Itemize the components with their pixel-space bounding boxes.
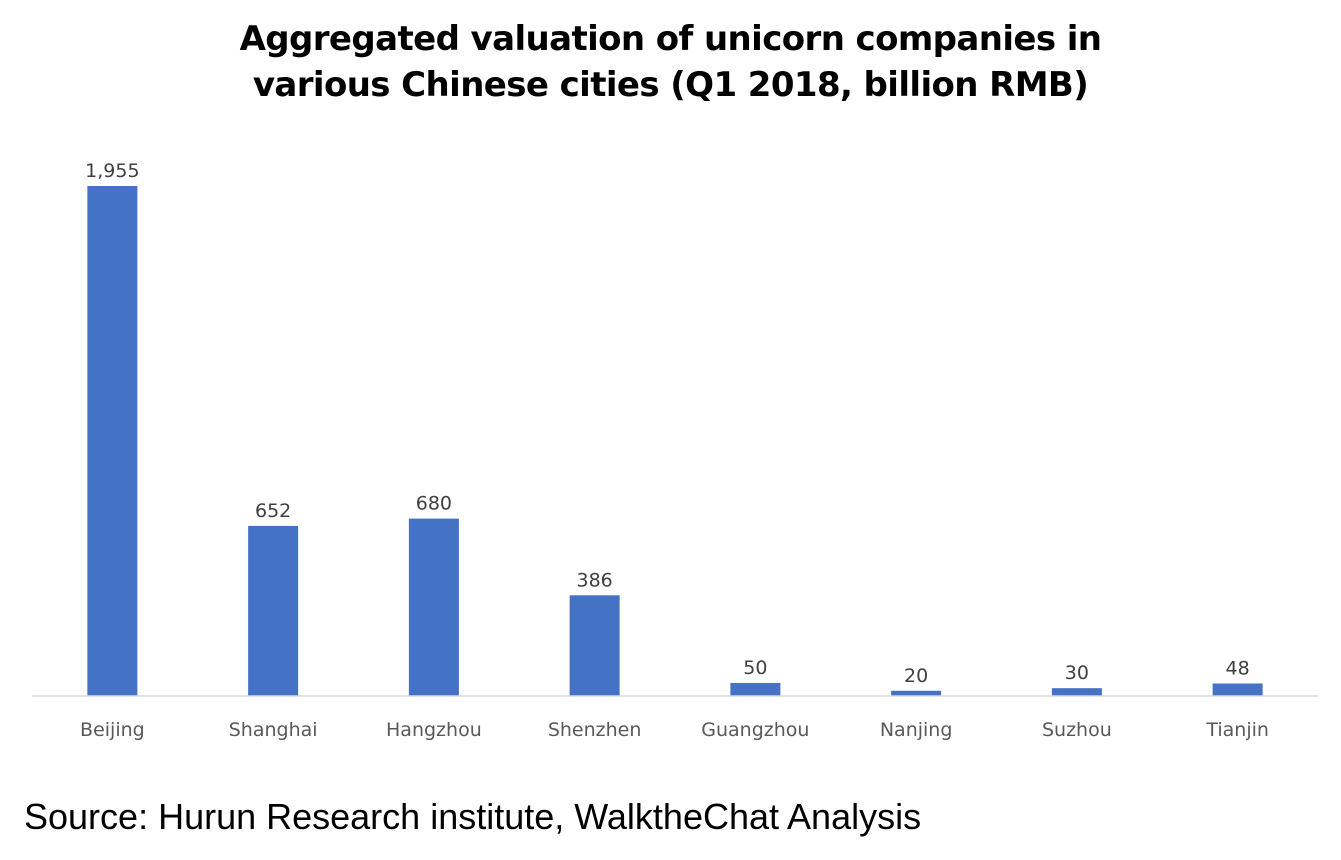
category-label-guangzhou: Guangzhou: [701, 719, 809, 741]
bar-hangzhou: [408, 518, 459, 696]
chart-title-line-2: various Chinese cities (Q1 2018, billion…: [252, 65, 1089, 105]
chart-title: Aggregated valuation of unicorn companie…: [0, 16, 1341, 108]
category-label-shanghai: Shanghai: [229, 719, 318, 741]
chart-title-line-1: Aggregated valuation of unicorn companie…: [239, 19, 1102, 59]
value-label-beijing: 1,955: [85, 160, 139, 182]
value-label-suzhou: 30: [1065, 662, 1089, 684]
bar-beijing: [87, 186, 138, 696]
value-label-tianjin: 48: [1226, 657, 1250, 679]
bar-shenzhen: [569, 595, 620, 696]
category-label-shenzhen: Shenzhen: [548, 719, 642, 741]
category-label-tianjin: Tianjin: [1205, 719, 1269, 741]
bar-shanghai: [248, 525, 299, 696]
value-labels-group: 1,955 652 680 386 50 20 30 48: [85, 160, 1250, 687]
value-label-nanjing: 20: [904, 665, 928, 687]
category-label-nanjing: Nanjing: [880, 719, 953, 741]
value-label-guangzhou: 50: [743, 657, 767, 679]
source-note: Source: Hurun Research institute, Walkth…: [24, 796, 922, 837]
value-label-shenzhen: 386: [576, 569, 612, 591]
value-label-hangzhou: 680: [416, 493, 452, 515]
bar-suzhou: [1051, 688, 1102, 696]
category-labels-group: Beijing Shanghai Hangzhou Shenzhen Guangzhou…: [80, 719, 1269, 741]
category-label-suzhou: Suzhou: [1042, 719, 1112, 741]
value-label-shanghai: 652: [255, 500, 291, 522]
bar-guangzhou: [730, 682, 781, 696]
category-label-beijing: Beijing: [80, 719, 145, 741]
category-label-hangzhou: Hangzhou: [386, 719, 482, 741]
bar-tianjin: [1212, 683, 1263, 696]
bar-nanjing: [891, 690, 942, 696]
bars-group: [87, 186, 1263, 696]
